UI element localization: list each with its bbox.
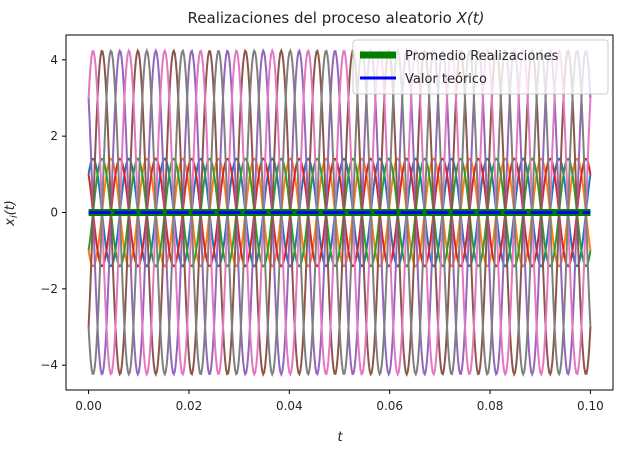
axes-layer: 0.00 0.02 0.04 0.06 0.08 0.10 −4 −2 0 2 4 [40,34,614,413]
y-tick-label: 4 [50,53,58,67]
x-tick-label: 0.08 [477,399,504,413]
x-tick-label: 0.04 [276,399,303,413]
y-tick-label: −2 [40,282,58,296]
x-tick-label: 0.06 [376,399,403,413]
series-line-7 [87,47,592,378]
x-tick-label: 0.02 [176,399,203,413]
legend-label-1: Promedio Realizaciones [405,49,559,64]
x-tick-label: 0.10 [577,399,604,413]
legend-box [352,39,609,95]
chart-title: Realizaciones del proceso aleatorio X(t) [188,9,485,27]
y-tick-label: 0 [50,206,58,220]
series-layer [87,47,592,378]
y-tick-label: −4 [40,358,58,372]
x-tick-label: 0.00 [75,399,102,413]
y-tick-label: 2 [50,129,58,143]
legend: Promedio Realizaciones Valor teórico [352,39,609,95]
x-axis-title: t [337,430,343,445]
y-axis-title: xi(t) [3,200,20,227]
legend-label-2: Valor teórico [405,72,487,87]
